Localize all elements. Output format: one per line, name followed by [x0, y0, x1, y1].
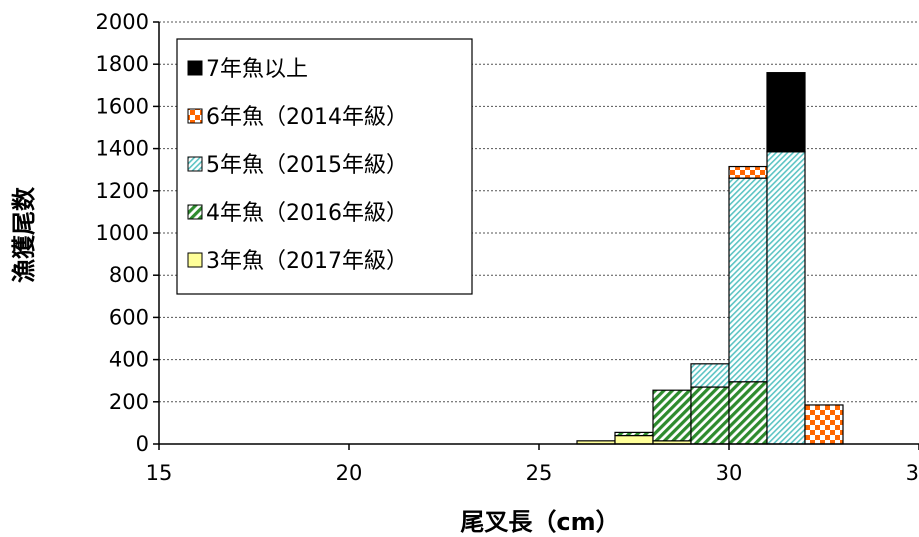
y-tick-label: 1600	[96, 94, 149, 118]
bar-7yr-plus-31	[766, 72, 806, 153]
y-tick-label: 0	[136, 432, 149, 456]
bar-4yr-29	[690, 386, 730, 445]
bar-4yr-27	[614, 431, 654, 437]
y-tick-label: 400	[109, 348, 149, 372]
y-tick-labels: 0 200 400 600 800 1000 1200 1400 1600 1800 2000	[96, 10, 149, 456]
legend-label-7yr-plus: 7年魚以上	[206, 57, 308, 82]
bar-4yr-28	[652, 389, 692, 442]
bar-3yr-27	[614, 434, 654, 445]
legend-swatch-4yr	[187, 204, 203, 220]
y-axis-title: 漁獲尾数	[10, 186, 38, 283]
legend-swatch-3yr	[187, 252, 203, 268]
legend-swatch-6yr	[187, 108, 203, 124]
legend-swatch-7yr-plus	[187, 60, 203, 76]
legend-label-5yr: 5年魚（2015年級）	[206, 153, 408, 178]
y-tick-label: 2000	[96, 10, 149, 34]
y-tick-label: 800	[109, 263, 149, 287]
y-tick-label: 600	[109, 305, 149, 329]
x-tick-label: 20	[336, 461, 363, 485]
legend-swatch-5yr	[187, 156, 203, 172]
x-tick-labels: 15 20 25 30 35	[146, 461, 919, 485]
bar-4yr-30	[728, 381, 768, 445]
x-tick-label: 30	[716, 461, 743, 485]
bar-5yr-29	[690, 363, 730, 388]
bar-5yr-30	[728, 177, 768, 383]
x-tick-label: 25	[526, 461, 553, 485]
x-tick-label: 35	[906, 461, 919, 485]
bar-6yr-32	[804, 404, 844, 445]
x-axis-title: 尾叉長（cm）	[460, 508, 619, 536]
legend-label-6yr: 6年魚（2014年級）	[206, 105, 408, 130]
bar-5yr-31	[766, 151, 806, 445]
legend-label-4yr: 4年魚（2016年級）	[206, 201, 408, 226]
bars	[576, 72, 844, 445]
axes	[153, 21, 919, 450]
y-tick-label: 1400	[96, 137, 149, 161]
y-tick-label: 200	[109, 390, 149, 414]
legend-box	[176, 38, 473, 295]
y-tick-label: 1800	[96, 52, 149, 76]
bar-6yr-30	[728, 165, 768, 179]
y-tick-label: 1000	[96, 221, 149, 245]
legend: 7年魚以上 6年魚（2014年級） 5年魚（2015年級） 4年魚（2016年級） 3年…	[176, 38, 473, 295]
y-tick-label: 1200	[96, 179, 149, 203]
x-tick-label: 15	[146, 461, 173, 485]
legend-label-3yr: 3年魚（2017年級）	[206, 249, 408, 274]
